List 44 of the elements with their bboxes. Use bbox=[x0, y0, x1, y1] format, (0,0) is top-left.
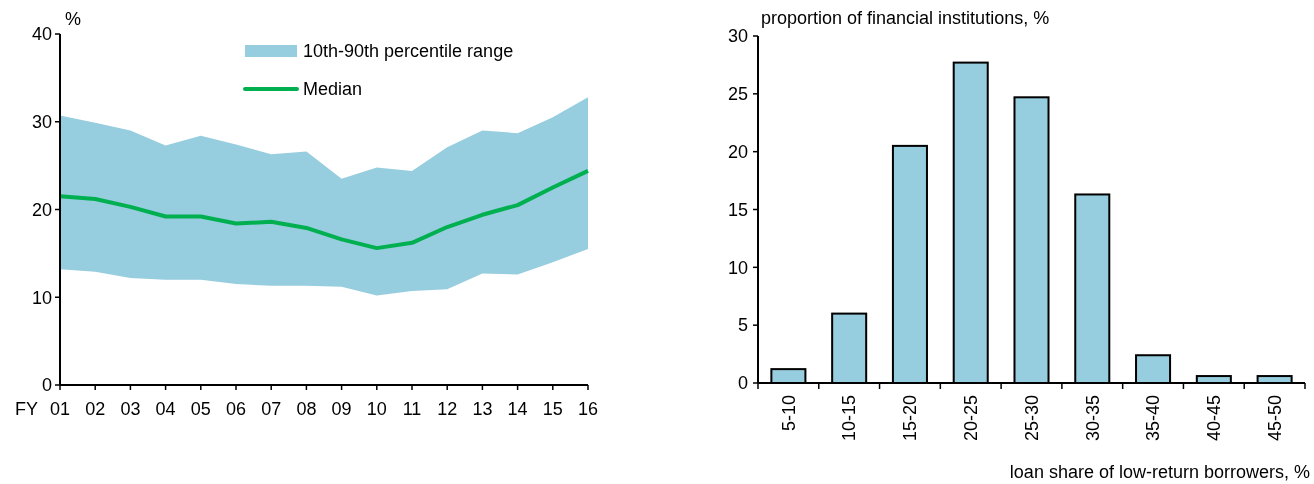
y-tick-label: 10 bbox=[727, 257, 748, 278]
y-tick-label: 5 bbox=[737, 315, 748, 336]
y-tick-label: 30 bbox=[31, 112, 52, 133]
x-tick-label: 08 bbox=[296, 399, 317, 419]
y-tick-label: 30 bbox=[727, 26, 748, 47]
x-tick-label: 20-25 bbox=[961, 395, 982, 442]
y-axis-title: % bbox=[65, 9, 82, 29]
x-tick-label: 5-10 bbox=[778, 395, 799, 432]
legend-label: Median bbox=[303, 79, 363, 100]
x-tick-label: 09 bbox=[331, 399, 352, 419]
x-tick-label: 11 bbox=[402, 399, 422, 419]
x-tick-label: 10-15 bbox=[839, 395, 860, 442]
y-tick-label: 20 bbox=[727, 141, 748, 162]
x-tick-label: 14 bbox=[507, 399, 528, 419]
x-tick-label: 16 bbox=[577, 399, 599, 419]
x-tick-label: 06 bbox=[225, 399, 247, 419]
x-tick-label: 04 bbox=[155, 399, 176, 419]
x-tick-label: 10 bbox=[366, 399, 387, 419]
x-tick-label: 13 bbox=[472, 399, 493, 419]
x-tick-label: 01 bbox=[49, 399, 71, 419]
x-tick-label: 25-30 bbox=[1021, 395, 1042, 442]
y-tick-label: 15 bbox=[727, 199, 748, 220]
x-tick-label: 12 bbox=[437, 399, 458, 419]
y-axis-title: proportion of financial institutions, % bbox=[761, 8, 1050, 28]
y-tick-label: 20 bbox=[31, 199, 52, 220]
y-tick-label: 0 bbox=[737, 373, 748, 394]
y-tick-label: 40 bbox=[31, 24, 52, 45]
x-tick-label: 02 bbox=[85, 399, 106, 419]
y-tick-label: 25 bbox=[727, 84, 748, 105]
x-tick-label: 03 bbox=[120, 399, 141, 419]
y-tick-label: 10 bbox=[31, 287, 52, 308]
x-tick-label: 30-35 bbox=[1082, 395, 1103, 442]
line-series bbox=[58, 168, 590, 251]
x-tick-label: 40-45 bbox=[1204, 395, 1225, 442]
x-tick-label: 15 bbox=[542, 399, 563, 419]
x-axis-title: FY bbox=[14, 399, 38, 419]
annotation: 10th-90th percentile range bbox=[303, 41, 514, 62]
x-tick-label: 45-50 bbox=[1264, 395, 1285, 442]
x-tick-label: 15-20 bbox=[900, 395, 921, 442]
x-tick-label: 05 bbox=[190, 399, 211, 419]
x-tick-label: 07 bbox=[261, 399, 282, 419]
x-tick-label: 35-40 bbox=[1143, 395, 1164, 442]
x-axis-title: loan share of low-return borrowers, % bbox=[1009, 462, 1310, 482]
y-tick-label: 0 bbox=[41, 375, 52, 396]
